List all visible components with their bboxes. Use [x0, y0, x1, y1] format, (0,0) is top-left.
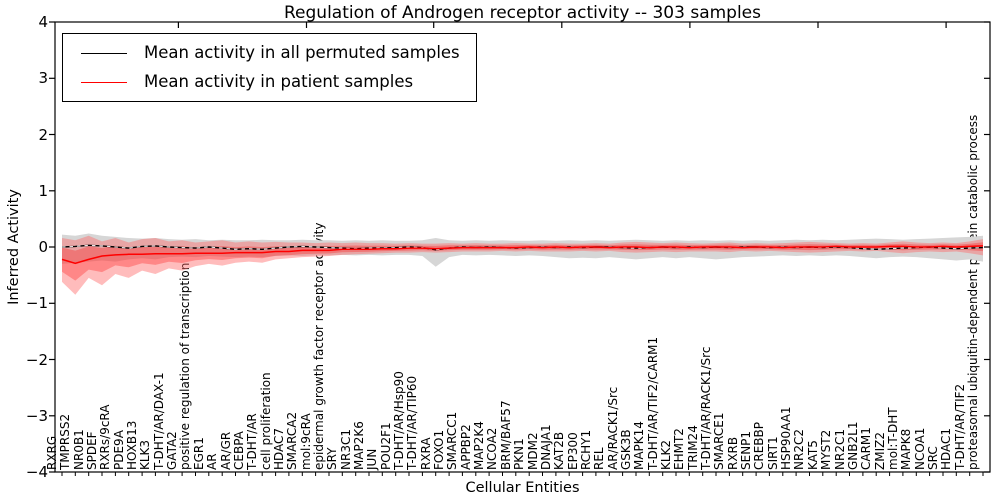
legend-item: Mean activity in all permuted samples	[75, 43, 460, 63]
legend-item: Mean activity in patient samples	[75, 72, 460, 92]
legend-label: Mean activity in patient samples	[144, 72, 414, 91]
legend-label: Mean activity in all permuted samples	[144, 43, 460, 62]
y-tick-label: 3	[38, 69, 48, 88]
legend: Mean activity in all permuted samples Me…	[62, 33, 477, 102]
legend-line-sample-patient	[81, 81, 127, 83]
y-tick-label: −1	[25, 294, 48, 313]
y-tick-label: −2	[25, 350, 48, 369]
y-tick-label: −3	[25, 406, 48, 425]
y-tick-label: 0	[38, 238, 48, 256]
y-tick-label: −4	[25, 463, 48, 481]
x-axis-label: Cellular Entities	[465, 480, 580, 496]
chart-title: Regulation of Androgen receptor activity…	[284, 3, 761, 23]
y-tick-label: 4	[38, 13, 48, 31]
y-tick-label: 1	[38, 181, 48, 200]
legend-line-sample-permuted	[81, 52, 127, 54]
y-axis-label: Inferred Activity	[6, 189, 22, 305]
y-tick-label: 2	[38, 125, 48, 144]
